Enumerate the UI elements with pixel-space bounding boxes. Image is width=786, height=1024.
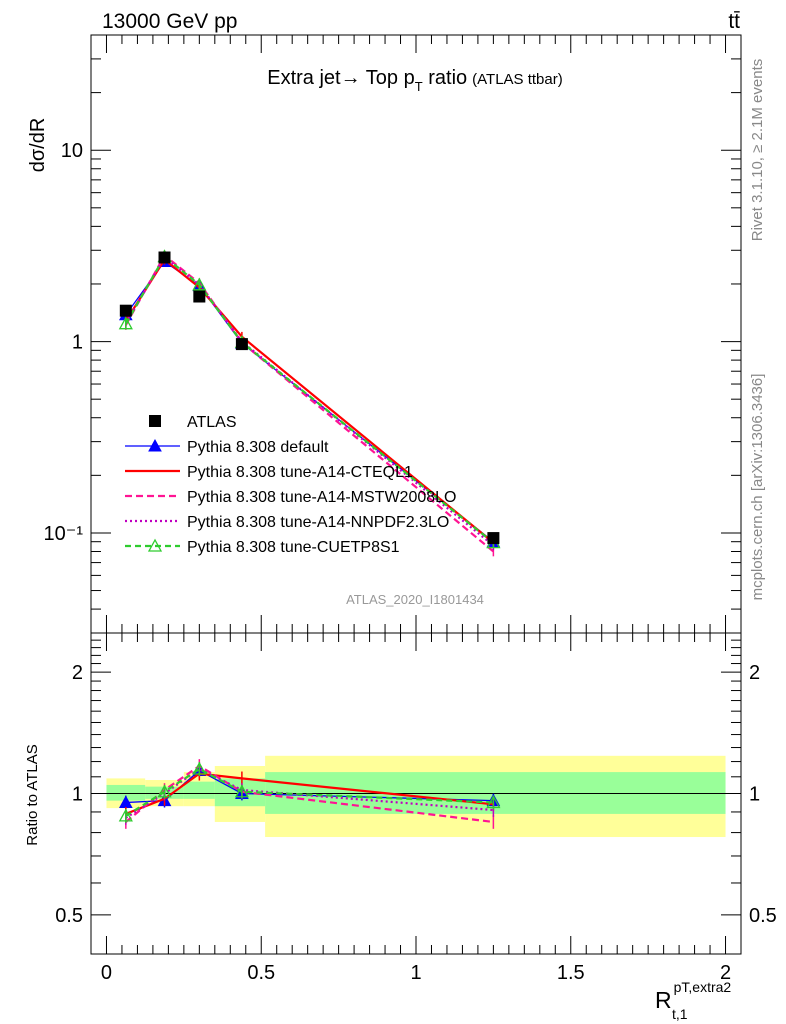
ratio-x-tick-label: 2	[720, 962, 731, 984]
legend: ATLAS Pythia 8.308 default Pythia 8.308 tu…	[125, 414, 456, 556]
legend-entry: Pythia 8.308 default	[125, 438, 329, 456]
ratio-series-point-4	[486, 795, 501, 809]
ratio-x-tick-label: 1	[410, 962, 421, 984]
x-axis-label-main: R	[655, 987, 672, 1013]
legend-entry: Pythia 8.308 tune-A14-NNPDF2.3LO	[125, 514, 449, 531]
legend-label: Pythia 8.308 tune-CUETP8S1	[187, 539, 400, 556]
legend-label: Pythia 8.308 tune-A14-MSTW2008LO	[187, 489, 456, 506]
main-y-tick-label: 1	[72, 332, 83, 354]
ratio-series-line-4	[125, 767, 494, 817]
ratio-series-point-4	[157, 784, 172, 798]
ratio-band-green	[106, 784, 146, 801]
legend-entry: Pythia 8.308 tune-CUETP8S1	[125, 538, 400, 556]
ratio-y-tick-label-right: 0.5	[749, 905, 777, 927]
main-series-point-4	[118, 316, 133, 330]
ratio-y-tick-label-left: 1	[72, 784, 83, 806]
ratio-series-point-4	[234, 784, 249, 798]
ratio-x-tick-label: 1.5	[557, 962, 585, 984]
legend-swatch-marker	[147, 538, 163, 552]
legend-label: ATLAS	[187, 414, 237, 431]
atlas-data-point	[193, 290, 206, 303]
main-title-tail: ratio	[423, 67, 467, 89]
ratio-x-tick-label: 0.5	[247, 962, 275, 984]
atlas-data-point	[158, 251, 171, 264]
main-title-note: (ATLAS ttbar)	[472, 71, 563, 88]
main-series-point-4	[192, 277, 207, 291]
ratio-x-tick-label: 0	[101, 962, 112, 984]
energy-label: 13000 GeV pp	[102, 10, 237, 33]
ratio-series-line-3	[125, 767, 494, 819]
main-y-label: dσ/dR	[27, 118, 49, 173]
legend-entry: Pythia 8.308 tune-A14-MSTW2008LO	[125, 489, 456, 506]
main-title-sub: T	[415, 79, 423, 94]
atlas-data-point	[235, 338, 248, 351]
main-title: Extra jet→ Top pT ratio (ATLAS ttbar)	[267, 67, 563, 94]
ratio-y-tick-label-right: 1	[749, 784, 760, 806]
ratio-series-point-4	[192, 761, 207, 775]
rivet-label: Rivet 3.1.10, ≥ 2.1M events	[749, 59, 766, 242]
legend-label: Pythia 8.308 tune-A14-CTEQL1	[187, 464, 413, 481]
legend-swatch-marker	[148, 438, 162, 452]
analysis-id: ATLAS_2020_I1801434	[346, 592, 484, 607]
main-panel: 10 1 10⁻¹ Extra jet→ Top pT ratio (ATLAS tt…	[27, 34, 742, 634]
ratio-y-tick-label-left: 0.5	[55, 905, 83, 927]
main-series-line-2	[124, 253, 495, 553]
legend-swatch-square	[149, 415, 161, 427]
atlas-data-point	[487, 532, 500, 545]
legend-label: Pythia 8.308 tune-A14-NNPDF2.3LO	[187, 514, 449, 531]
mcplots-label: mcplots.cern.ch [arXiv:1306.3436]	[749, 374, 766, 601]
ratio-series-point-4	[118, 808, 133, 822]
process-label: tt̄	[728, 10, 740, 33]
main-title-text: Extra jet→ Top p	[267, 67, 414, 89]
x-axis-label-sub: t,1	[672, 1006, 688, 1022]
x-axis-label-sup: pT,extra2	[674, 979, 732, 995]
legend-entry: Pythia 8.308 tune-A14-CTEQL1	[125, 464, 413, 481]
ratio-y-tick-label-right: 2	[749, 662, 760, 684]
legend-label: Pythia 8.308 default	[187, 439, 329, 456]
atlas-data-point	[119, 304, 132, 317]
ratio-y-label: Ratio to ATLAS	[24, 744, 41, 845]
ratio-band-green	[183, 781, 215, 799]
ratio-y-tick-label-left: 2	[72, 662, 83, 684]
main-y-tick-label: 10	[61, 140, 83, 162]
main-y-tick-label: 10⁻¹	[44, 523, 84, 545]
legend-entry: ATLAS	[149, 414, 237, 431]
